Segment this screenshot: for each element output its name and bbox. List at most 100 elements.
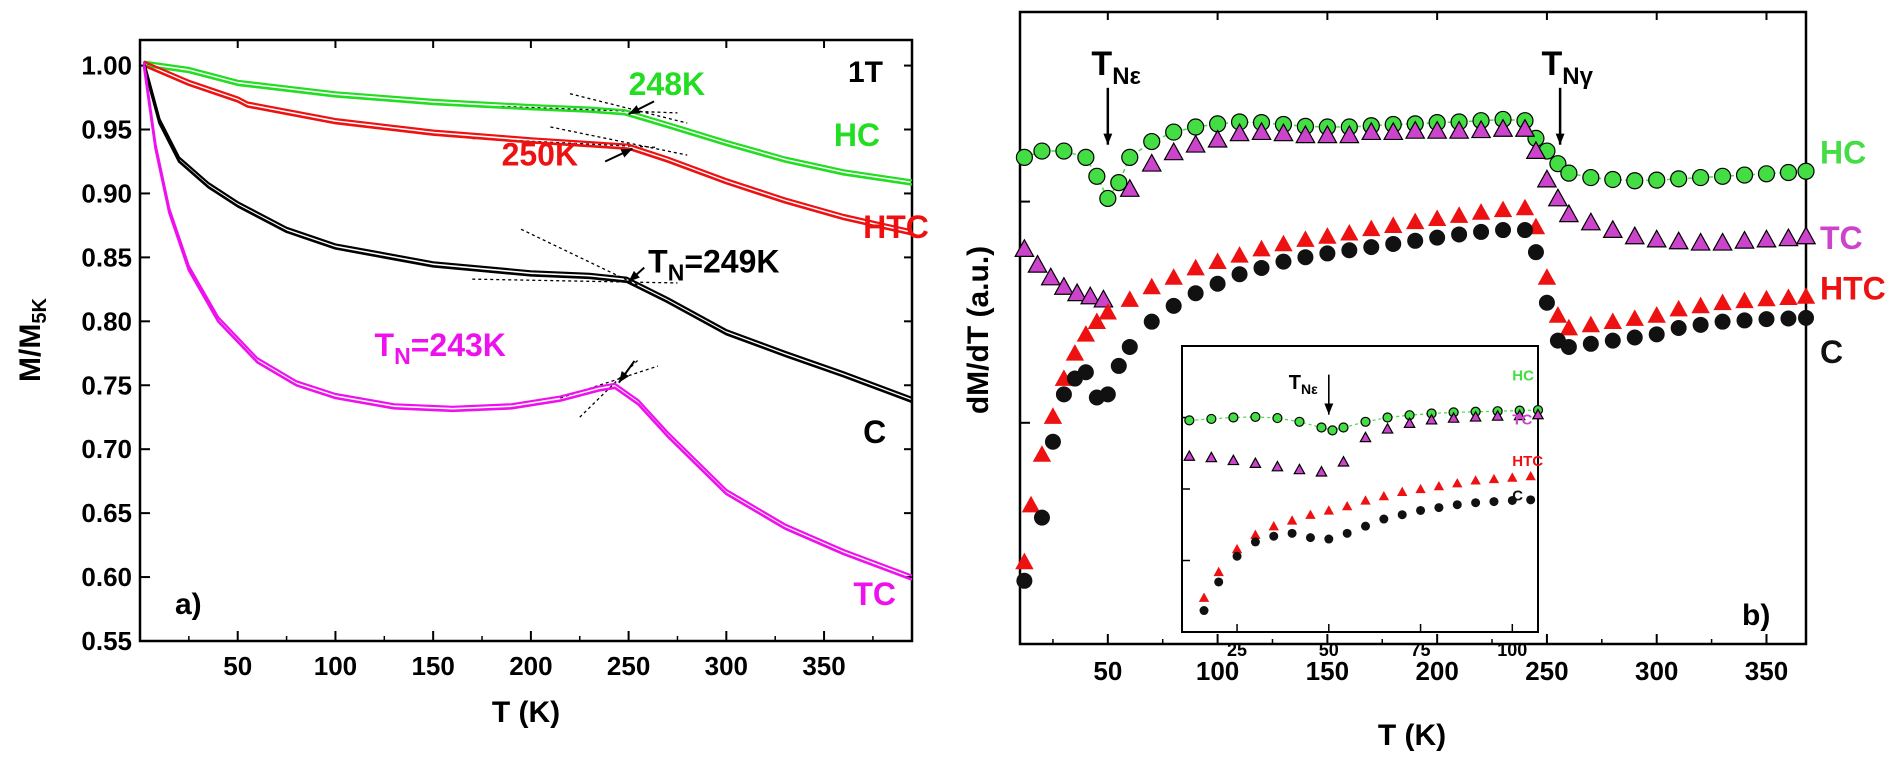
b-point-hc [1165,123,1183,141]
b-point-htc [1076,325,1096,342]
b-point-hc [1099,189,1117,208]
b-point-htc [1120,290,1139,307]
b-point-htc [1032,445,1052,462]
x-tick-label-50: 50 [223,651,252,681]
panel-a-magnetization-chart: 50 100 150 200 250 300 350 0.55 0.60 0.65 0.70 0.75… [14,38,929,729]
b-point-hc [1604,170,1622,189]
inset-x-tick-label-25: 25 [1227,640,1247,660]
b-point-c [1648,326,1665,343]
b-transition-label-1: TNγ [1542,45,1594,90]
b-arrow-tng-head [1555,133,1565,145]
series-label-tc: TC [853,576,896,612]
b-point-tc [1602,219,1624,238]
inset-point-hc [1272,412,1283,424]
b-point-tc [1317,124,1338,144]
b-point-tc [1014,238,1035,257]
inset-point-c [1526,495,1536,505]
b-point-tc [1295,124,1316,144]
b-point-htc [1647,306,1666,323]
y-tick-label-0.90: 0.90 [81,178,132,208]
b-point-c [1033,509,1050,526]
b-point-c [1692,316,1709,333]
arrow-249k-head [628,270,640,282]
tangent-guide-line [501,105,678,114]
inset-point-tc [1183,449,1196,461]
b-point-htc [1021,495,1041,513]
b-point-tc [1404,120,1426,139]
b-point-hc [1670,170,1688,188]
b-point-htc [1427,209,1447,227]
y-tick-label-0.80: 0.80 [81,306,132,336]
b-point-c [1319,245,1336,262]
inset-point-c [1452,500,1462,510]
b-point-c [1363,239,1380,256]
b-point-htc [1735,291,1754,309]
inset-x-tick-label-100: 100 [1497,640,1527,660]
b-point-tc [1080,285,1101,305]
b-point-c [1798,309,1814,326]
b-arrow-tne-head [1103,133,1113,145]
b-series-label-tc: TC [1820,220,1863,256]
inset-point-c [1361,521,1371,531]
b-point-htc [1274,234,1293,252]
inset-series-label-tc: TC [1512,412,1532,429]
b-x-tick-label-350: 350 [1745,656,1788,686]
b-point-htc [1043,407,1063,424]
b-x-tick-label-100: 100 [1196,656,1239,686]
b-point-c [1429,229,1446,246]
b-point-hc [1549,155,1567,173]
panel-b-plot-frame [1018,10,1808,646]
b-point-htc [1669,299,1688,317]
panel-b-derivative-chart: 50 100 150 200 250 300 350 HC TC HTC C TNε TNγ 25 50… [962,10,1886,752]
b-point-tc [1795,225,1817,245]
series-label-htc: HTC [863,209,929,245]
b-point-c [1714,313,1731,330]
inset-point-tc [1381,422,1394,434]
b-point-htc [1537,268,1557,285]
b-point-tc [1492,118,1514,137]
inset-point-c [1287,528,1297,538]
series-label-c: C [863,414,886,450]
inset-series-label-htc: HTC [1512,453,1543,470]
inset-point-htc [1378,490,1390,501]
b-point-c [1626,329,1643,346]
inset-point-htc [1323,505,1334,515]
inset-point-htc [1231,543,1243,554]
b-point-htc [1296,230,1315,247]
inset-point-htc [1415,483,1426,494]
inset-point-c [1507,495,1517,505]
b-point-c [1670,320,1687,336]
arrow-248k-head [628,105,641,115]
series-tc-warming-curve [142,61,913,577]
x-tick-label-350: 350 [802,651,845,681]
series-htc-cooling-curve [143,64,913,236]
inset-point-htc [1198,592,1210,602]
inset-point-hc [1327,425,1338,436]
inset-point-c [1199,606,1209,616]
transition-annotation-1: 250K [502,136,578,172]
inset-point-tc [1337,455,1350,467]
panel-b-y-axis-title: dM/dT (a.u.) [962,246,995,414]
arrow-243k-head [618,371,629,383]
y-tick-label-0.85: 0.85 [81,242,132,272]
b-point-c [1516,222,1533,239]
b-point-tc [1470,119,1492,139]
b-point-tc [1093,289,1114,308]
b-point-htc [1625,309,1644,326]
inset-point-hc [1316,422,1327,433]
inset-point-c [1397,510,1407,520]
x-tick-label-300: 300 [705,651,748,681]
inset-point-htc [1488,473,1500,484]
b-point-htc [1603,312,1622,330]
b-point-htc [1779,288,1798,306]
b-x-tick-label-50: 50 [1093,656,1122,686]
inset-point-htc [1250,529,1261,539]
b-series-label-c: C [1820,334,1843,370]
inset-point-tc [1205,451,1218,463]
series-htc-warming-curve [143,60,913,232]
inset-point-tc [1513,409,1526,421]
b-point-c [1165,297,1182,314]
panel-a-letter: a) [175,588,202,621]
b-point-c [1016,572,1033,589]
tangent-guide-line [569,93,688,124]
